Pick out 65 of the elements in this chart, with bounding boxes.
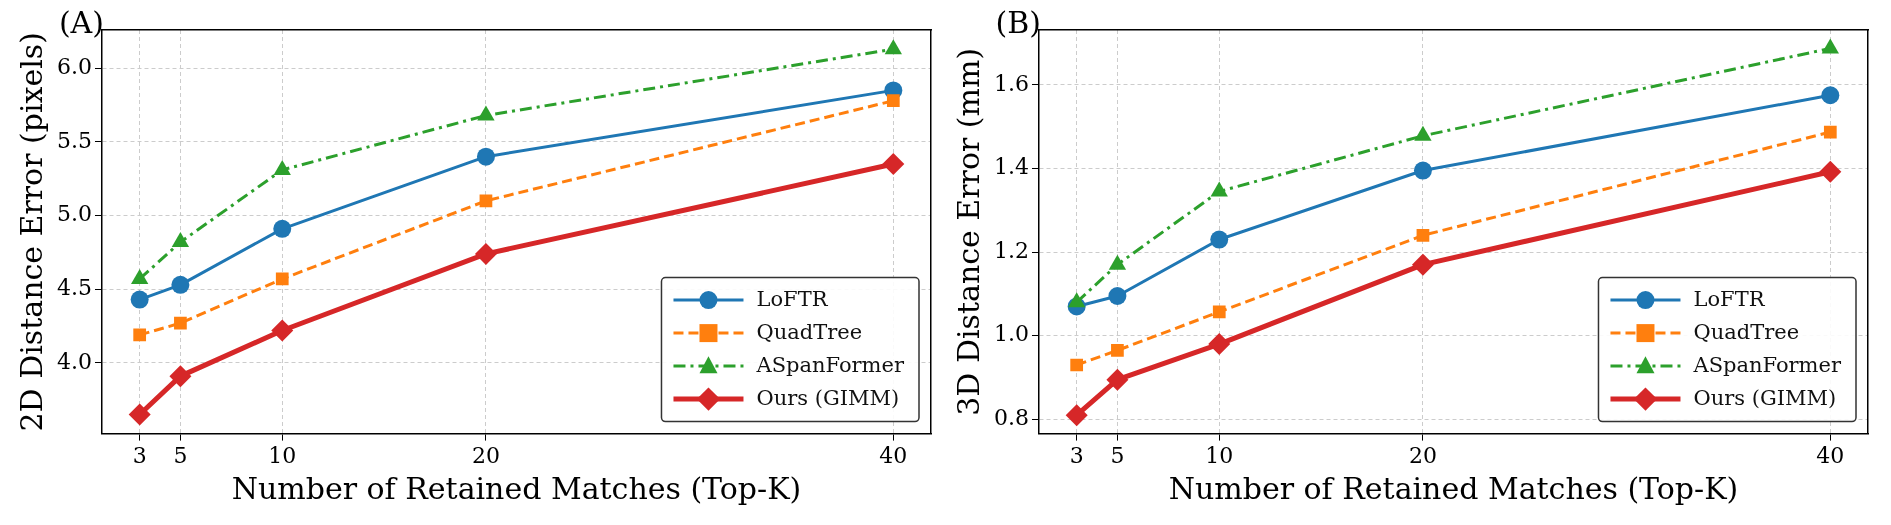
- point: [1070, 358, 1084, 372]
- y-tick-label: 1.6: [993, 70, 1029, 96]
- point: [128, 403, 151, 426]
- point: [476, 147, 495, 166]
- point: [1416, 228, 1430, 242]
- point: [171, 232, 190, 248]
- legend-label: QuadTree: [756, 319, 863, 344]
- legend-label: Ours (GIMM): [1693, 385, 1837, 410]
- point: [130, 290, 149, 309]
- point: [1208, 333, 1231, 356]
- legend-label: ASpanFormer: [755, 352, 905, 377]
- point: [1821, 38, 1839, 54]
- y-tick-label: 1.4: [993, 154, 1029, 180]
- point: [1823, 125, 1837, 139]
- x-tick-label: 10: [268, 442, 297, 468]
- point: [271, 319, 294, 342]
- point: [275, 272, 289, 286]
- point: [169, 365, 192, 388]
- point: [174, 316, 187, 330]
- legend-label: LoFTR: [756, 286, 829, 311]
- point: [477, 105, 495, 121]
- x-axis-title: Number of Retained Matches (Top-K): [231, 470, 802, 506]
- point: [1111, 344, 1124, 357]
- y-tick-label: 4.0: [56, 348, 92, 374]
- legend-label: LoFTR: [1693, 286, 1766, 311]
- legend-label: ASpanFormer: [1692, 352, 1842, 377]
- y-tick-label: 5.5: [56, 127, 92, 153]
- point: [1210, 230, 1229, 249]
- x-tick-label: 5: [1110, 442, 1125, 468]
- y-axis-title: 3D Distance Error (mm): [950, 47, 986, 416]
- point: [1411, 253, 1434, 276]
- y-tick-label: 4.5: [56, 274, 92, 300]
- x-tick-label: 20: [1408, 442, 1437, 468]
- x-tick-label: 3: [132, 442, 147, 468]
- x-tick-label: 10: [1205, 442, 1234, 468]
- x-tick-label: 3: [1069, 442, 1084, 468]
- point: [1108, 287, 1127, 305]
- y-tick-label: 0.8: [993, 405, 1029, 431]
- point: [884, 39, 902, 55]
- point: [1819, 160, 1842, 183]
- x-axis-title: Number of Retained Matches (Top-K): [1168, 470, 1739, 506]
- point: [1106, 368, 1129, 391]
- y-axis-title: 2D Distance Error (pixels): [13, 32, 49, 432]
- point: [1413, 161, 1432, 180]
- point: [1821, 86, 1840, 105]
- point: [882, 153, 905, 176]
- x-tick-label: 40: [1816, 442, 1845, 468]
- y-tick-label: 6.0: [56, 54, 92, 80]
- y-tick-label: 1.0: [993, 321, 1029, 347]
- x-tick-label: 5: [173, 442, 188, 468]
- point: [474, 242, 497, 265]
- point: [133, 328, 147, 342]
- point: [1212, 305, 1226, 319]
- chart-title: (A): [58, 4, 104, 40]
- x-tick-label: 20: [471, 442, 500, 468]
- x-tick-label: 40: [879, 442, 908, 468]
- point: [171, 275, 190, 294]
- y-tick-label: 5.0: [56, 201, 92, 227]
- y-tick-label: 1.2: [993, 237, 1029, 263]
- point: [886, 94, 900, 108]
- legend-label: QuadTree: [1693, 319, 1800, 344]
- point: [273, 219, 292, 238]
- chart-title: (B): [995, 4, 1041, 40]
- legend-label: Ours (GIMM): [756, 385, 900, 410]
- point: [1065, 404, 1088, 427]
